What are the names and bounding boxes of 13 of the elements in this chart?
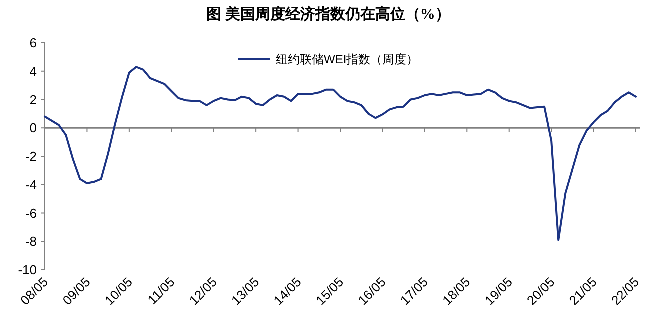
y-tick-label: 4 [30,64,37,79]
legend-label: 纽约联储WEI指数（周度） [276,52,419,66]
y-tick-label: -10 [18,262,37,278]
y-tick-label: 6 [30,36,37,50]
line-series [44,66,637,242]
y-tick-label: -6 [25,206,37,221]
y-tick-label: 2 [30,92,37,108]
y-tick-label: -8 [25,234,37,250]
y-tick-label: -2 [25,149,37,164]
y-tick-label: 0 [30,120,37,136]
chart-title: 图 美国周度经济指数仍在高位（%） [206,5,450,23]
legend: 纽约联储WEI指数（周度） [238,52,419,66]
y-tick-label: -4 [25,177,37,192]
